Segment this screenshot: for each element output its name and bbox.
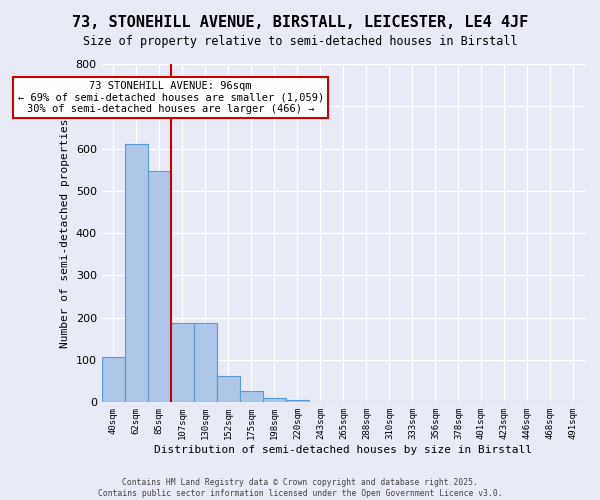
Text: 73, STONEHILL AVENUE, BIRSTALL, LEICESTER, LE4 4JF: 73, STONEHILL AVENUE, BIRSTALL, LEICESTE… [72,15,528,30]
Bar [240,391,263,402]
Bar [148,171,171,402]
Bar [194,323,217,402]
X-axis label: Distribution of semi-detached houses by size in Birstall: Distribution of semi-detached houses by … [154,445,532,455]
Bar [101,357,125,403]
Bar [171,323,194,402]
Text: Size of property relative to semi-detached houses in Birstall: Size of property relative to semi-detach… [83,35,517,48]
Bar [125,144,148,403]
Text: 73 STONEHILL AVENUE: 96sqm
← 69% of semi-detached houses are smaller (1,059)
30%: 73 STONEHILL AVENUE: 96sqm ← 69% of semi… [17,81,324,114]
Y-axis label: Number of semi-detached properties: Number of semi-detached properties [60,118,70,348]
Bar [263,398,286,402]
Bar [286,400,309,402]
Text: Contains HM Land Registry data © Crown copyright and database right 2025.
Contai: Contains HM Land Registry data © Crown c… [98,478,502,498]
Bar [217,376,240,402]
